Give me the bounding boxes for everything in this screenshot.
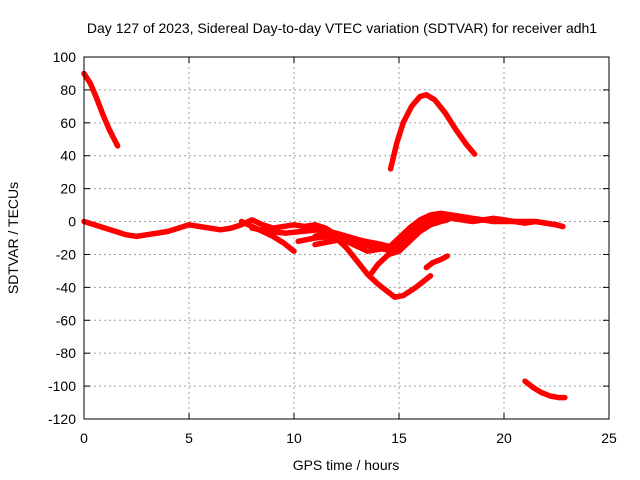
y-tick-label: -80 <box>56 345 76 361</box>
x-tick-label: 10 <box>286 430 302 446</box>
y-tick-label: 80 <box>60 82 76 98</box>
y-tick-label: 60 <box>60 115 76 131</box>
y-tick-label: 0 <box>68 214 76 230</box>
series-layer <box>81 70 568 401</box>
series-line-arc-1 <box>81 70 121 149</box>
y-tick-label: -40 <box>56 279 76 295</box>
chart-title: Day 127 of 2023, Sidereal Day-to-day VTE… <box>87 20 597 36</box>
y-tick-label: -60 <box>56 312 76 328</box>
series-line-arc-11 <box>423 253 451 271</box>
x-tick-label: 15 <box>391 430 407 446</box>
y-tick-label: 20 <box>60 181 76 197</box>
plot-frame <box>83 56 610 420</box>
y-tick-label: -100 <box>48 378 76 394</box>
y-tick-label: -120 <box>48 411 76 427</box>
series-line-arc-10 <box>385 217 451 258</box>
series-line-arc-13 <box>522 378 568 401</box>
series-line-arc-8 <box>312 223 434 300</box>
x-tick-label: 25 <box>601 430 617 446</box>
x-tick-label: 0 <box>80 430 88 446</box>
series-line-arc-7 <box>312 210 566 254</box>
y-tick-label: -20 <box>56 246 76 262</box>
y-tick-label: 40 <box>60 148 76 164</box>
x-tick-label: 5 <box>185 430 193 446</box>
y-tick-label: 100 <box>53 49 77 65</box>
series-line-arc-9 <box>366 215 451 279</box>
x-tick-label: 20 <box>496 430 512 446</box>
series-line-arc-12 <box>387 92 478 172</box>
label-layer: -120 -100 -80 -60 -40 -20 0 20 40 60 80 100 0 5 10 15 20… <box>48 49 617 446</box>
x-axis-title: GPS time / hours <box>293 457 400 473</box>
y-axis-title: SDTVAR / TECUs <box>5 182 21 294</box>
series-line-arc-6 <box>312 235 398 251</box>
